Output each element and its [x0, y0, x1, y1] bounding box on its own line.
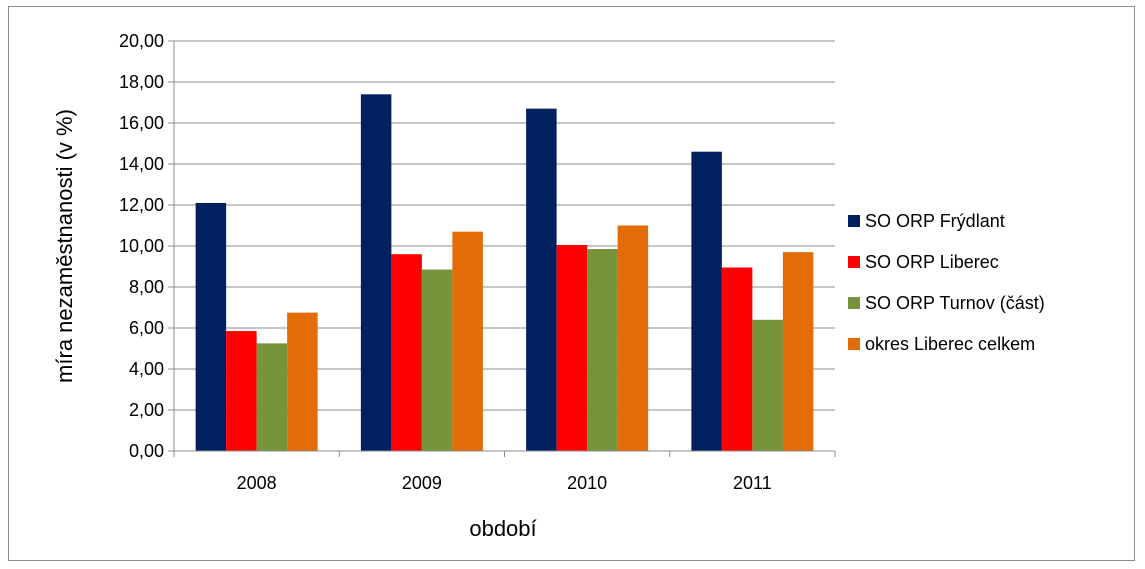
- bar: [226, 331, 257, 451]
- bar: [256, 343, 288, 451]
- bar: [452, 231, 483, 451]
- legend-label: SO ORP Frýdlant: [865, 211, 1005, 231]
- x-tick-label: 2009: [402, 473, 442, 493]
- bar: [556, 244, 588, 451]
- legend-swatch: [848, 297, 860, 309]
- bar: [391, 254, 422, 451]
- y-tick-label: 4,00: [129, 359, 164, 379]
- y-tick-label: 14,00: [119, 154, 164, 174]
- y-tick-label: 20,00: [119, 31, 164, 51]
- y-tick-labels: 0,00 2,00 4,00 6,00 8,00 10,00 12,00 14,00 16,00…: [119, 31, 164, 461]
- x-tick-label: 2008: [237, 473, 277, 493]
- legend: SO ORP Frýdlant SO ORP Liberec SO ORP Turn…: [848, 211, 1045, 354]
- x-tick-labels: 2008 2009 2010 2011: [237, 473, 772, 493]
- bar: [587, 249, 618, 451]
- y-tick-label: 16,00: [119, 113, 164, 133]
- y-tick-label: 12,00: [119, 195, 164, 215]
- y-tick-label: 0,00: [129, 441, 164, 461]
- bar: [526, 108, 557, 452]
- y-tick-label: 2,00: [129, 400, 164, 420]
- bar: [752, 319, 783, 451]
- legend-label: okres Liberec celkem: [865, 334, 1035, 354]
- bars: [195, 94, 814, 452]
- bar: [287, 312, 318, 451]
- x-tick-label: 2011: [733, 473, 772, 493]
- y-tick-label: 18,00: [119, 72, 164, 92]
- x-axis-title: období: [469, 516, 536, 541]
- bar: [421, 269, 453, 451]
- y-tick-label: 10,00: [119, 236, 164, 256]
- bar: [691, 151, 722, 451]
- bar: [782, 252, 814, 451]
- axes: [168, 40, 836, 457]
- y-tick-label: 8,00: [129, 277, 164, 297]
- legend-label: SO ORP Liberec: [865, 252, 999, 272]
- legend-swatch: [848, 215, 860, 227]
- y-axis-title: míra nezaměstnanosti (v %): [52, 109, 77, 383]
- bar: [360, 94, 392, 452]
- x-tick-label: 2010: [567, 473, 607, 493]
- bar: [195, 202, 227, 451]
- chart-frame: [8, 6, 1135, 561]
- y-tick-label: 6,00: [129, 318, 164, 338]
- legend-label: SO ORP Turnov (část): [865, 293, 1045, 313]
- bar: [617, 225, 649, 451]
- legend-swatch: [848, 338, 860, 350]
- bar: [721, 267, 753, 451]
- legend-swatch: [848, 256, 860, 268]
